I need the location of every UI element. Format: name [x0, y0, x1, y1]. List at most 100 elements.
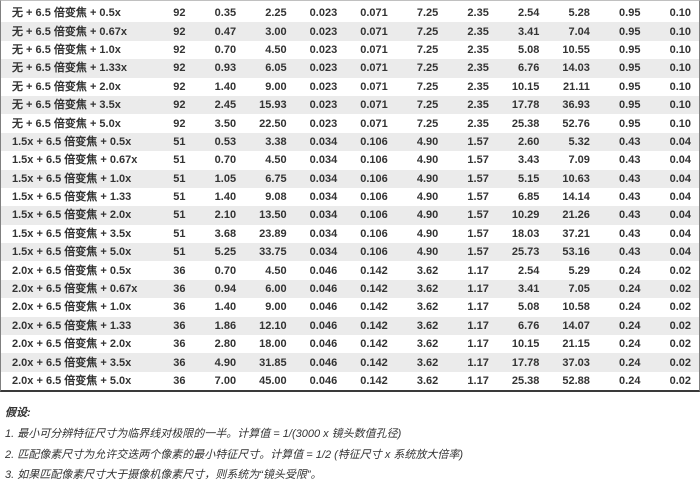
- value-cell: 0.142: [360, 319, 388, 332]
- value-cell: 1.57: [467, 154, 489, 167]
- value-cell: 3.62: [416, 319, 439, 332]
- table-row: 2.0x + 6.5 倍变焦 + 0.67x 36 0.94 6.00 0.046 0.1…: [1, 279, 699, 299]
- value-cell: 0.10: [669, 62, 692, 75]
- value-cell: 4.90: [214, 356, 237, 369]
- value-cell: 0.046: [309, 319, 338, 332]
- value-cell: 10.15: [511, 338, 540, 351]
- value-cell: 5.25: [214, 246, 237, 259]
- value-cell: 0.034: [309, 191, 338, 204]
- value-cell: 0.071: [360, 43, 388, 56]
- value-cell: 0.24: [619, 301, 641, 314]
- value-cell: 0.04: [669, 191, 692, 204]
- value-cell: 1.17: [467, 301, 489, 314]
- value-cell: 0.071: [360, 7, 388, 20]
- row-label-cell: 1.5x + 6.5 倍变焦 + 0.67x: [12, 154, 138, 167]
- value-cell: 0.24: [619, 338, 641, 351]
- value-cell: 4.90: [416, 135, 439, 148]
- value-cell: 15.93: [259, 99, 287, 112]
- value-cell: 92: [173, 25, 186, 38]
- value-cell: 14.03: [562, 62, 590, 75]
- row-label-cell: 1.5x + 6.5 倍变焦 + 0.5x: [12, 135, 132, 148]
- value-cell: 0.95: [619, 25, 641, 38]
- table-row: 2.0x + 6.5 倍变焦 + 2.0x 36 2.80 18.00 0.046 0.1…: [1, 335, 699, 354]
- value-cell: 0.034: [309, 227, 338, 240]
- value-cell: 31.85: [259, 356, 287, 369]
- value-cell: 0.43: [619, 246, 641, 259]
- value-cell: 0.071: [360, 62, 388, 75]
- value-cell: 0.023: [309, 62, 338, 75]
- value-cell: 0.04: [669, 135, 692, 148]
- table-row: 1.5x + 6.5 倍变焦 + 1.33 51 1.40 9.08 0.034 0.10…: [1, 187, 699, 207]
- value-cell: 51: [173, 172, 186, 185]
- value-cell: 2.25: [265, 7, 287, 20]
- value-cell: 0.034: [309, 172, 338, 185]
- value-cell: 22.50: [259, 117, 287, 130]
- value-cell: 1.17: [467, 264, 489, 277]
- row-label-cell: 1.5x + 6.5 倍变焦 + 1.0x: [12, 172, 132, 185]
- value-cell: 21.26: [562, 209, 590, 222]
- table-row: 无 + 6.5 倍变焦 + 3.5x 92 2.45 15.93 0.023 0.071 7…: [1, 95, 699, 115]
- row-label-cell: 2.0x + 6.5 倍变焦 + 5.0x: [12, 375, 132, 387]
- value-cell: 0.02: [669, 264, 692, 277]
- value-cell: 92: [173, 7, 186, 20]
- value-cell: 7.05: [568, 283, 590, 296]
- value-cell: 0.034: [309, 209, 338, 222]
- value-cell: 0.35: [214, 7, 237, 20]
- value-cell: 10.55: [562, 43, 590, 56]
- value-cell: 0.034: [309, 246, 338, 259]
- value-cell: 3.68: [214, 227, 237, 240]
- value-cell: 0.071: [360, 25, 388, 38]
- value-cell: 1.57: [467, 172, 489, 185]
- value-cell: 0.02: [669, 319, 692, 332]
- value-cell: 0.04: [669, 209, 692, 222]
- value-cell: 0.023: [309, 99, 338, 112]
- value-cell: 0.43: [619, 227, 641, 240]
- table-row: 无 + 6.5 倍变焦 + 0.5x 92 0.35 2.25 0.023 0.071 7.…: [1, 4, 699, 23]
- row-label-cell: 无 + 6.5 倍变焦 + 2.0x: [12, 80, 121, 93]
- row-label-cell: 2.0x + 6.5 倍变焦 + 1.33: [12, 319, 132, 332]
- value-cell: 1.05: [214, 172, 237, 185]
- value-cell: 0.04: [669, 246, 692, 259]
- value-cell: 51: [173, 209, 186, 222]
- value-cell: 1.17: [467, 356, 489, 369]
- value-cell: 3.50: [214, 117, 237, 130]
- value-cell: 52.76: [562, 117, 590, 130]
- notes-section: 假设: 1. 最小可分辨特征尺寸为临界线对极限的一半。计算值 = 1/(3000…: [5, 404, 700, 483]
- row-label-cell: 无 + 6.5 倍变焦 + 1.33x: [12, 62, 127, 75]
- value-cell: 36: [173, 338, 186, 351]
- value-cell: 2.35: [467, 62, 489, 75]
- value-cell: 10.58: [562, 301, 590, 314]
- value-cell: 0.04: [669, 227, 692, 240]
- value-cell: 36.93: [562, 99, 590, 112]
- value-cell: 0.95: [619, 80, 641, 93]
- value-cell: 2.45: [214, 99, 237, 112]
- value-cell: 0.02: [669, 283, 692, 296]
- table-row: 2.0x + 6.5 倍变焦 + 0.5x 36 0.70 4.50 0.046 0.14…: [1, 261, 699, 280]
- value-cell: 0.24: [619, 319, 641, 332]
- table-row: 无 + 6.5 倍变焦 + 0.67x 92 0.47 3.00 0.023 0.071 7…: [1, 22, 699, 41]
- value-cell: 0.70: [214, 43, 237, 56]
- value-cell: 3.41: [517, 25, 540, 38]
- value-cell: 10.63: [562, 172, 590, 185]
- value-cell: 3.62: [416, 283, 439, 296]
- table-row: 2.0x + 6.5 倍变焦 + 1.0x 36 1.40 9.00 0.046 0.14…: [1, 298, 699, 317]
- value-cell: 25.38: [511, 375, 540, 387]
- row-label-cell: 无 + 6.5 倍变焦 + 5.0x: [12, 117, 121, 130]
- value-cell: 17.78: [511, 99, 540, 112]
- row-label-cell: 1.5x + 6.5 倍变焦 + 3.5x: [12, 227, 132, 240]
- value-cell: 3.62: [416, 301, 439, 314]
- value-cell: 1.57: [467, 191, 489, 204]
- value-cell: 0.046: [309, 301, 338, 314]
- table-row: 无 + 6.5 倍变焦 + 1.33x 92 0.93 6.05 0.023 0.071 7…: [1, 59, 699, 78]
- value-cell: 17.78: [511, 356, 540, 369]
- value-cell: 9.08: [265, 191, 287, 204]
- value-cell: 6.76: [517, 62, 540, 75]
- value-cell: 0.02: [669, 301, 692, 314]
- value-cell: 1.57: [467, 135, 489, 148]
- value-cell: 2.54: [517, 264, 540, 277]
- value-cell: 9.00: [265, 80, 287, 93]
- row-label-cell: 1.5x + 6.5 倍变焦 + 1.33: [12, 191, 132, 204]
- value-cell: 0.43: [619, 154, 641, 167]
- row-label-cell: 2.0x + 6.5 倍变焦 + 0.5x: [12, 264, 132, 277]
